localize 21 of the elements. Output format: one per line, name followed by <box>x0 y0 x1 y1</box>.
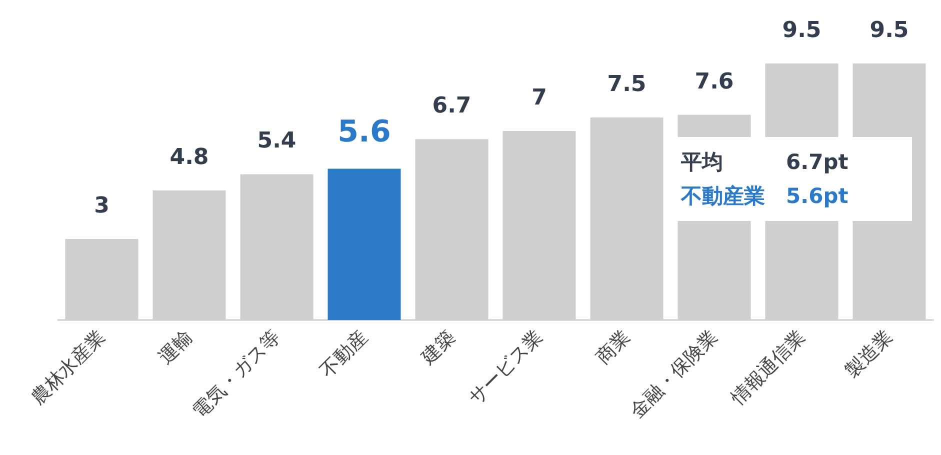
data-label: 5.6 <box>338 114 391 150</box>
x-tick-label: 不動産 <box>316 326 372 382</box>
data-label: 5.4 <box>257 128 296 154</box>
data-label: 7 <box>532 86 547 110</box>
data-label: 3 <box>94 194 110 218</box>
x-tick-label: 商業 <box>592 326 635 369</box>
x-tick-label: 製造業 <box>841 326 898 382</box>
annotation: 平均 6.7pt <box>681 149 850 176</box>
x-tick-label: 情報通信業 <box>726 326 810 410</box>
data-label: 4.8 <box>170 144 209 170</box>
data-label: 9.5 <box>870 18 909 43</box>
x-tick-label: 運輸 <box>154 326 198 369</box>
bar <box>328 168 401 320</box>
data-label: 9.5 <box>782 18 822 43</box>
data-label: 6.7 <box>432 94 472 119</box>
data-label: 7.5 <box>607 72 646 97</box>
annotation: 不動産業 5.6pt <box>681 183 850 210</box>
data-label: 7.6 <box>694 69 734 94</box>
x-tick-label: サービス業 <box>464 326 548 409</box>
x-tick-label: 農林水産業 <box>26 326 110 409</box>
x-tick-label: 建築 <box>416 326 460 370</box>
